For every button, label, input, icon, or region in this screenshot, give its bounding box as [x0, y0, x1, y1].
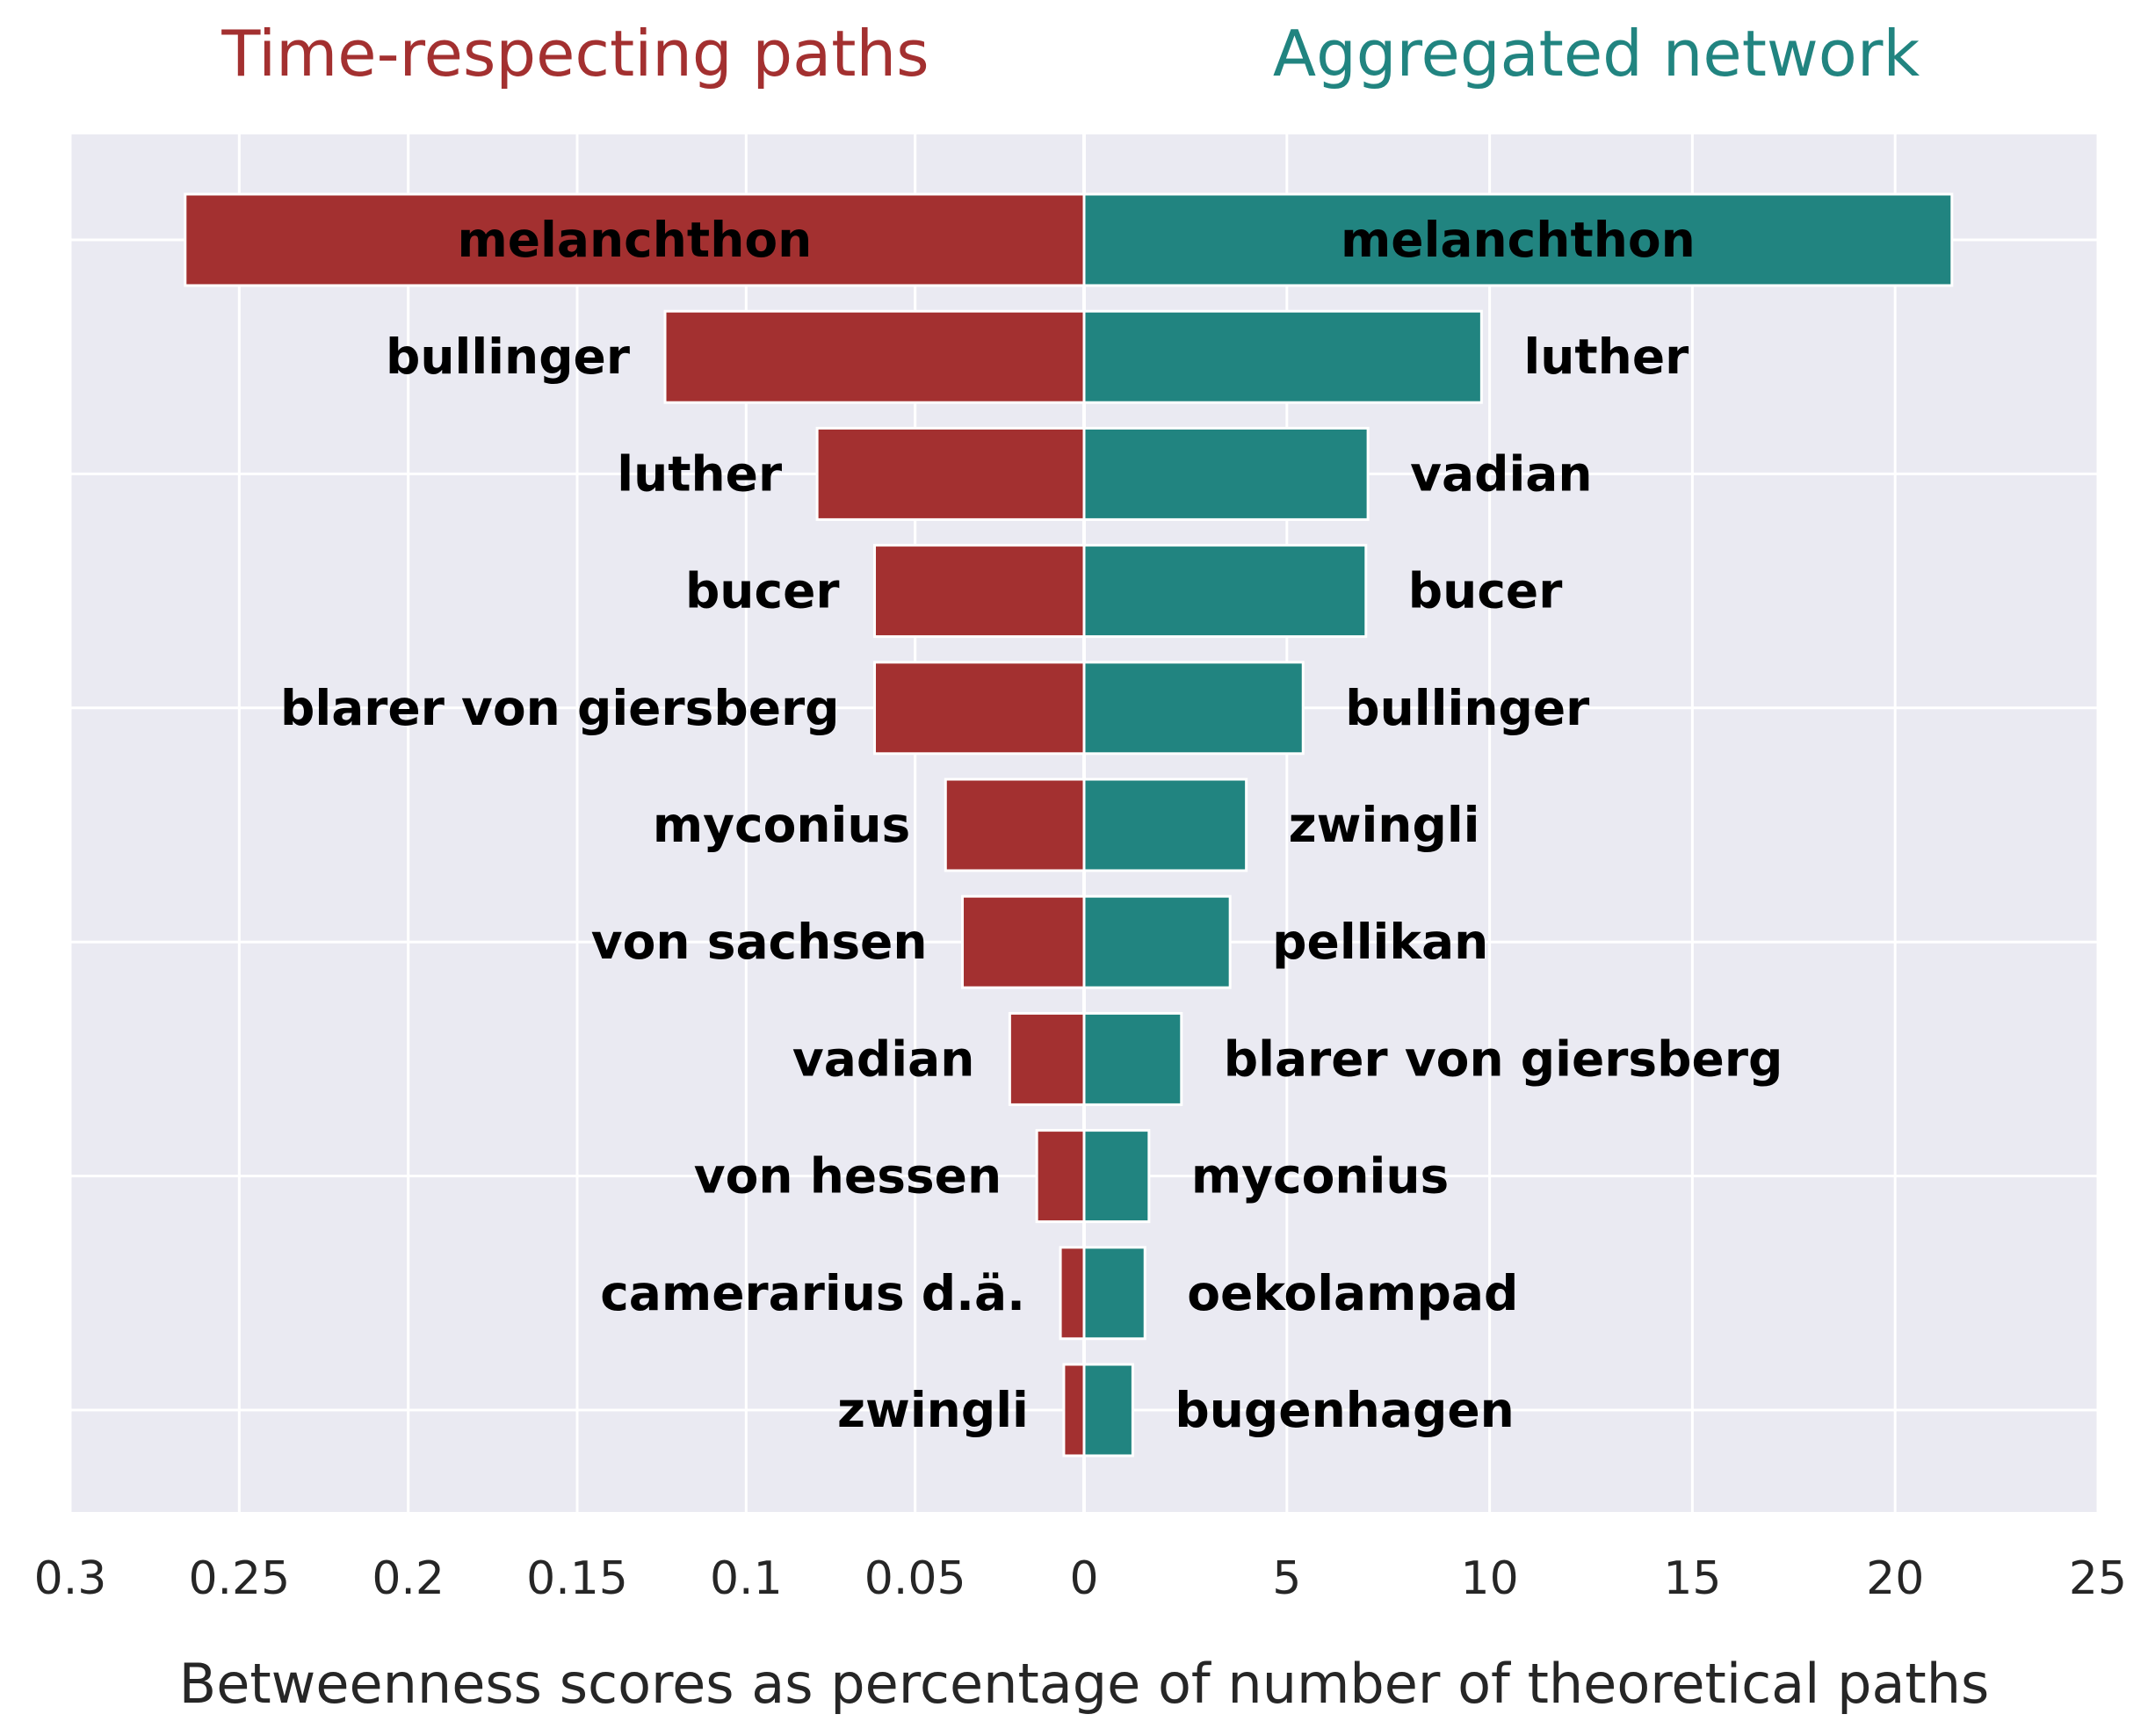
right-bar	[1082, 1246, 1146, 1341]
bar-labels: melanchthon bullinger luther bucer blarer vo…	[280, 212, 1783, 1438]
left-bar	[1062, 1363, 1086, 1458]
x-axis-title: Betweenness scores as percentage of numb…	[179, 1652, 1990, 1716]
x-tick-label: 0.3	[34, 1552, 107, 1605]
left-bar-label: zwingli	[837, 1382, 1029, 1438]
left-bar	[1059, 1246, 1086, 1341]
x-tick-label: 0.15	[526, 1552, 628, 1605]
left-bar	[815, 426, 1086, 521]
left-bar	[961, 894, 1086, 989]
x-tick-label: 15	[1663, 1552, 1721, 1605]
x-tick-label: 10	[1461, 1552, 1519, 1605]
left-bar	[1008, 1011, 1086, 1106]
right-bar-label: oekolampad	[1187, 1265, 1518, 1321]
x-tick-label: 0	[1069, 1552, 1098, 1605]
right-bar	[1082, 778, 1248, 872]
left-bars	[184, 192, 1086, 1458]
left-bar-label: bucer	[685, 563, 840, 619]
left-bar-label: von sachsen	[591, 914, 928, 970]
right-bar-label: bugenhagen	[1175, 1382, 1514, 1438]
left-bar-label: blarer von giersberg	[280, 680, 840, 736]
right-bar-label: zwingli	[1289, 797, 1480, 853]
left-bar	[873, 661, 1086, 756]
x-tick-label: 5	[1272, 1552, 1301, 1605]
right-bar-label: melanchthon	[1341, 212, 1696, 268]
right-bar-label: bucer	[1408, 563, 1563, 619]
right-bar-label: luther	[1523, 329, 1689, 385]
tick-labels: 0.3 0.25 0.2 0.15 0.1 0.05 0 5 10 15 20 25	[34, 1552, 2127, 1605]
left-bar-label: melanchthon	[457, 212, 812, 268]
right-bar-label: pellikan	[1272, 914, 1488, 970]
left-bar-label: camerarius d.ä.	[600, 1265, 1025, 1321]
left-bar	[663, 309, 1086, 404]
right-bar	[1082, 1011, 1183, 1106]
left-bar-label: bullinger	[386, 329, 630, 385]
right-panel-title: Aggregated network	[1273, 17, 1920, 90]
right-bar-label: blarer von giersberg	[1224, 1031, 1783, 1087]
right-bar	[1082, 1129, 1151, 1224]
right-bar	[1082, 661, 1305, 756]
right-bar	[1082, 192, 1954, 287]
right-bar-label: vadian	[1410, 445, 1592, 502]
right-bar-label: bullinger	[1345, 680, 1589, 736]
right-bars	[1082, 192, 1954, 1458]
right-bar	[1082, 309, 1483, 404]
right-bar	[1082, 894, 1232, 989]
x-tick-label: 25	[2069, 1552, 2127, 1605]
left-bar	[873, 544, 1086, 639]
left-bar	[1035, 1129, 1086, 1224]
x-tick-label: 0.1	[710, 1552, 783, 1605]
left-bar	[944, 778, 1086, 872]
x-tick-label: 20	[1866, 1552, 1924, 1605]
left-bar-label: myconius	[653, 797, 910, 853]
left-bar-label: vadian	[792, 1031, 974, 1087]
right-bar	[1082, 544, 1368, 639]
left-panel-title: Time-respecting paths	[221, 17, 929, 90]
right-bar	[1082, 426, 1370, 521]
left-bar-label: luther	[617, 445, 782, 502]
right-bar-label: myconius	[1191, 1148, 1449, 1204]
x-tick-label: 0.25	[188, 1552, 290, 1605]
right-bar	[1082, 1363, 1134, 1458]
x-tick-label: 0.05	[864, 1552, 966, 1605]
x-tick-label: 0.2	[372, 1552, 445, 1605]
left-bar	[184, 192, 1086, 287]
left-bar-label: von hessen	[694, 1148, 1002, 1204]
